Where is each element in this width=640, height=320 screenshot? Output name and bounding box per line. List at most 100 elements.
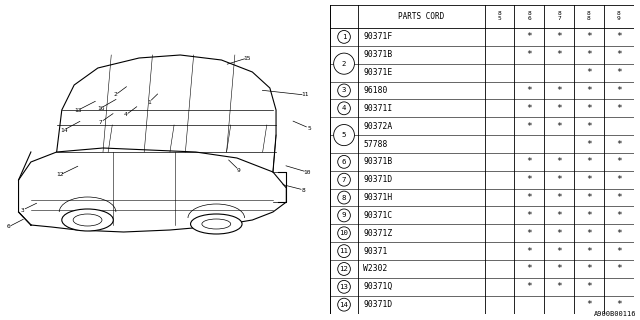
Text: *: * [586,157,592,166]
Text: 7: 7 [342,177,346,183]
Ellipse shape [62,209,113,231]
Text: W2302: W2302 [363,264,387,274]
Text: *: * [616,68,621,77]
Text: *: * [527,122,532,131]
Text: *: * [556,157,562,166]
Circle shape [333,53,355,74]
Text: 90372A: 90372A [363,122,392,131]
Text: 4: 4 [342,105,346,111]
Text: *: * [556,193,562,202]
Text: *: * [586,300,592,309]
Text: 8
5: 8 5 [498,12,501,21]
Text: 1: 1 [147,100,151,105]
Text: *: * [586,68,592,77]
Text: *: * [586,193,592,202]
Text: *: * [527,157,532,166]
Text: 90371E: 90371E [363,68,392,77]
Text: *: * [556,32,562,41]
Text: *: * [556,211,562,220]
Text: *: * [527,193,532,202]
Ellipse shape [191,214,242,234]
Text: *: * [586,32,592,41]
Text: *: * [556,264,562,274]
Text: 10: 10 [303,170,310,174]
Text: 1: 1 [342,34,346,40]
Circle shape [338,156,350,168]
Text: *: * [616,50,621,59]
Circle shape [338,102,350,115]
Circle shape [338,191,350,204]
Text: *: * [616,193,621,202]
Text: *: * [616,86,621,95]
Circle shape [338,280,350,293]
Text: 11: 11 [340,248,349,254]
Text: *: * [586,175,592,184]
Text: *: * [527,104,532,113]
Text: 90371: 90371 [363,247,387,256]
Text: 8
6: 8 6 [527,12,531,21]
Text: 12: 12 [56,172,63,178]
Text: *: * [556,175,562,184]
Text: *: * [556,122,562,131]
Text: 2: 2 [113,92,117,98]
Text: 96180: 96180 [363,86,387,95]
Text: *: * [586,229,592,238]
Text: 12: 12 [340,266,349,272]
Text: 90371D: 90371D [363,175,392,184]
Text: *: * [556,50,562,59]
Circle shape [338,262,350,276]
Text: *: * [586,50,592,59]
Text: 14: 14 [340,302,349,308]
Text: *: * [586,282,592,291]
Text: *: * [616,229,621,238]
Text: *: * [616,300,621,309]
Text: 14: 14 [60,127,68,132]
Ellipse shape [202,219,231,229]
Text: 16: 16 [97,106,105,110]
Text: *: * [586,86,592,95]
Text: 10: 10 [340,230,349,236]
Circle shape [333,124,355,146]
Circle shape [338,30,350,43]
Text: 9: 9 [342,212,346,219]
Text: *: * [556,229,562,238]
Text: *: * [616,175,621,184]
Text: *: * [556,86,562,95]
Text: 90371B: 90371B [363,50,392,59]
Text: *: * [616,104,621,113]
Text: *: * [586,104,592,113]
Text: 8
9: 8 9 [617,12,621,21]
Text: *: * [556,282,562,291]
Text: A900B00116: A900B00116 [595,311,637,317]
Text: *: * [527,282,532,291]
Text: *: * [527,229,532,238]
Text: 3: 3 [20,207,24,212]
Circle shape [338,298,350,311]
Text: 90371D: 90371D [363,300,392,309]
Text: 3: 3 [342,87,346,93]
Text: 90371Q: 90371Q [363,282,392,291]
Text: 8
7: 8 7 [557,12,561,21]
Text: *: * [616,32,621,41]
Text: 4: 4 [124,113,127,117]
Circle shape [338,227,350,240]
Circle shape [338,84,350,97]
Text: 57788: 57788 [363,140,387,148]
Text: *: * [616,211,621,220]
Text: *: * [586,122,592,131]
Text: *: * [586,264,592,274]
Text: *: * [586,211,592,220]
Circle shape [338,173,350,186]
Text: *: * [527,247,532,256]
Text: 8
8: 8 8 [587,12,591,21]
Text: *: * [586,247,592,256]
Text: 90371C: 90371C [363,211,392,220]
Text: 9: 9 [237,167,241,172]
Text: 15: 15 [243,55,251,60]
Text: 5: 5 [307,125,311,131]
Text: 8: 8 [302,188,306,193]
Text: 90371H: 90371H [363,193,392,202]
Text: *: * [586,140,592,148]
Text: PARTS CORD: PARTS CORD [399,12,445,21]
Text: *: * [556,104,562,113]
